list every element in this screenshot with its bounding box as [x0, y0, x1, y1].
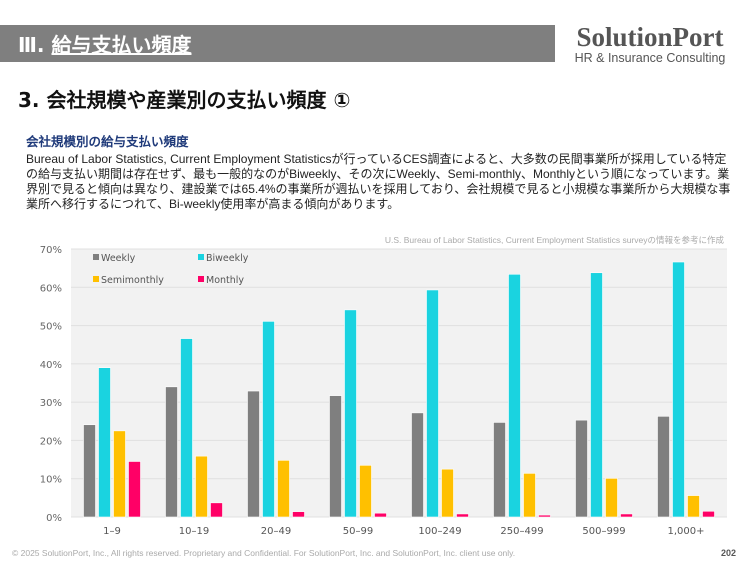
bar-monthly-6 [620, 513, 633, 518]
logo: SolutionPort HR & Insurance Consulting [560, 23, 740, 65]
x-tick-label: 1–9 [103, 526, 121, 537]
section-heading: Ⅲ. 給与支払い頻度 [18, 29, 191, 58]
bar-semimonthly-2 [277, 460, 290, 518]
bar-biweekly-3 [344, 309, 357, 518]
bar-biweekly-4 [426, 289, 439, 518]
x-tick-label: 1,000+ [667, 526, 704, 537]
bar-weekly-0 [83, 424, 96, 518]
logo-sub: HR & Insurance Consulting [574, 51, 726, 65]
body-text: Bureau of Labor Statistics, Current Empl… [26, 152, 731, 211]
section-title: 給与支払い頻度 [51, 33, 192, 57]
bar-semimonthly-3 [359, 465, 372, 518]
bar-weekly-2 [247, 390, 260, 518]
bar-monthly-4 [456, 513, 469, 518]
bar-weekly-4 [411, 412, 424, 518]
bar-semimonthly-1 [195, 455, 208, 518]
bar-monthly-1 [210, 502, 223, 518]
bar-biweekly-0 [98, 367, 111, 518]
y-tick-label: 40% [40, 360, 62, 371]
bar-semimonthly-6 [605, 478, 618, 518]
section-band [0, 25, 555, 62]
bar-monthly-5 [538, 514, 551, 518]
page-title: 3. 会社規模や産業別の支払い頻度 ① [18, 88, 351, 112]
legend-swatch-semimonthly [93, 276, 99, 282]
bar-biweekly-2 [262, 321, 275, 518]
y-tick-label: 30% [40, 398, 62, 409]
x-tick-label: 50–99 [343, 526, 373, 537]
bar-semimonthly-7 [687, 495, 700, 518]
y-tick-label: 50% [40, 322, 62, 333]
x-tick-label: 10–19 [179, 526, 209, 537]
bar-semimonthly-4 [441, 468, 454, 518]
page-number: 202 [720, 548, 736, 558]
x-tick-label: 20–49 [261, 526, 291, 537]
bar-monthly-7 [702, 510, 715, 518]
legend-label-semimonthly: Semimonthly [101, 275, 164, 286]
source-note: U.S. Bureau of Labor Statistics, Current… [384, 235, 724, 245]
logo-main: SolutionPort [576, 22, 724, 52]
bar-monthly-0 [128, 461, 141, 518]
bar-weekly-3 [329, 395, 342, 518]
legend-swatch-weekly [93, 254, 99, 260]
bar-biweekly-1 [180, 338, 193, 518]
legend-swatch-monthly [198, 276, 204, 282]
legend-label-weekly: Weekly [101, 253, 136, 264]
bar-biweekly-5 [508, 273, 521, 518]
legend-label-monthly: Monthly [206, 275, 244, 286]
bar-semimonthly-0 [113, 430, 126, 518]
x-tick-label: 100–249 [418, 526, 461, 537]
y-tick-label: 60% [40, 283, 62, 294]
bar-weekly-1 [165, 386, 178, 518]
subtitle: 会社規模別の給与支払い頻度 [26, 134, 189, 149]
y-tick-label: 70% [40, 245, 62, 256]
y-tick-label: 10% [40, 475, 62, 486]
legend-label-biweekly: Biweekly [206, 253, 249, 264]
x-tick-label: 500–999 [582, 526, 625, 537]
bar-biweekly-7 [672, 261, 685, 518]
y-tick-label: 0% [46, 513, 62, 524]
footer: © 2025 SolutionPort, Inc., All rights re… [12, 548, 516, 558]
bar-weekly-7 [657, 416, 670, 518]
bar-monthly-3 [374, 512, 387, 518]
bar-chart: 0% 10% 20% 30% 40% 50% 60% 70% 1–9 10–19 20–49 50–9… [40, 245, 727, 537]
section-number: Ⅲ. [18, 33, 45, 57]
bar-weekly-5 [493, 422, 506, 518]
bar-weekly-6 [575, 419, 588, 518]
bar-semimonthly-5 [523, 473, 536, 518]
bar-biweekly-6 [590, 272, 603, 518]
y-tick-label: 20% [40, 436, 62, 447]
legend-swatch-biweekly [198, 254, 204, 260]
x-tick-label: 250–499 [500, 526, 543, 537]
bar-monthly-2 [292, 511, 305, 518]
